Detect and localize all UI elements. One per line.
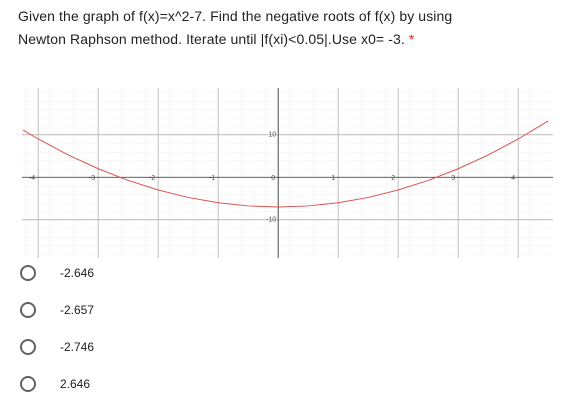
x-tick-label: 1 <box>331 175 335 182</box>
x-tick-label: -3 <box>89 175 95 182</box>
radio-button[interactable] <box>20 302 36 318</box>
radio-button[interactable] <box>20 339 36 355</box>
option[interactable]: -2.746 <box>20 339 94 355</box>
x-tick-label: -1 <box>209 175 215 182</box>
y-tick-label: 10 <box>268 132 276 139</box>
option[interactable]: -2.646 <box>20 265 94 281</box>
x-tick-label: 2 <box>391 175 395 182</box>
option-label: -2.657 <box>60 303 95 317</box>
x-tick-label: 4 <box>511 175 515 182</box>
question-line: Newton Raphson method. Iterate until |f(… <box>18 31 405 47</box>
radio-button[interactable] <box>20 265 36 281</box>
option-label: -2.746 <box>60 340 95 354</box>
x-tick-label: -2 <box>149 175 155 182</box>
x-tick-label: 3 <box>451 175 455 182</box>
radio-button[interactable] <box>20 376 36 392</box>
option[interactable]: 2.646 <box>20 376 90 392</box>
option[interactable]: -2.657 <box>20 302 94 318</box>
curve <box>22 120 549 208</box>
question-line: Given the graph of f(x)=x^2-7. Find the … <box>18 8 453 24</box>
y-tick-label: -10 <box>266 217 276 224</box>
x-tick-label: 0 <box>271 175 275 182</box>
option-label: 2.646 <box>60 377 91 391</box>
minor-grid <box>22 88 553 258</box>
required-mark: * <box>408 31 415 47</box>
question-line-2: Newton Raphson method. Iterate until |f(… <box>18 31 414 47</box>
x-tick-label: -4 <box>29 175 35 182</box>
option-label: -2.646 <box>60 266 95 280</box>
